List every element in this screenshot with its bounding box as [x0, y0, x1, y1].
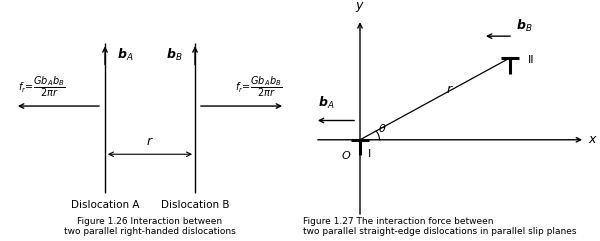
Text: $f_r\!=\!\dfrac{Gb_Ab_B}{2\pi r}$: $f_r\!=\!\dfrac{Gb_Ab_B}{2\pi r}$	[235, 74, 282, 99]
Text: $\boldsymbol{b}_A$: $\boldsymbol{b}_A$	[318, 95, 334, 111]
Text: $\boldsymbol{b}_B$: $\boldsymbol{b}_B$	[166, 47, 183, 63]
Text: $x$: $x$	[588, 133, 598, 146]
Text: Dislocation A: Dislocation A	[71, 200, 139, 210]
Text: $y$: $y$	[355, 0, 365, 14]
Text: $f_r\!=\!\dfrac{Gb_Ab_B}{2\pi r}$: $f_r\!=\!\dfrac{Gb_Ab_B}{2\pi r}$	[18, 74, 65, 99]
Text: II: II	[528, 55, 535, 65]
Text: $\theta$: $\theta$	[378, 122, 386, 134]
Text: I: I	[367, 149, 371, 159]
Text: Figure 1.26 Interaction between
two parallel right-handed dislocations: Figure 1.26 Interaction between two para…	[64, 217, 236, 236]
Text: $\boldsymbol{b}_A$: $\boldsymbol{b}_A$	[117, 47, 133, 63]
Text: $O$: $O$	[341, 149, 351, 161]
Text: Dislocation B: Dislocation B	[161, 200, 229, 210]
Text: $r$: $r$	[446, 83, 454, 96]
Text: $r$: $r$	[146, 135, 154, 148]
Text: $\boldsymbol{b}_B$: $\boldsymbol{b}_B$	[516, 18, 533, 34]
Text: Figure 1.27 The interaction force between
two parallel straight-edge dislocation: Figure 1.27 The interaction force betwee…	[303, 217, 577, 236]
